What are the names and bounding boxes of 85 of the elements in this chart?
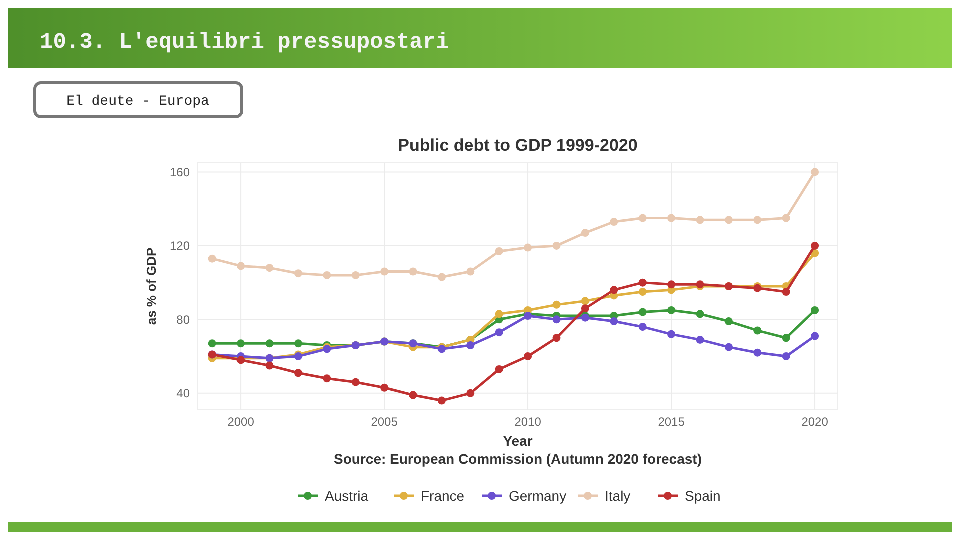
legend-label: Germany bbox=[509, 488, 567, 504]
point bbox=[380, 268, 389, 276]
x-tick-label: 2010 bbox=[514, 415, 542, 429]
point bbox=[438, 396, 446, 405]
source-note: Source: European Commission (Autumn 2020 forecast) bbox=[334, 451, 702, 467]
point bbox=[237, 340, 246, 348]
point bbox=[668, 280, 676, 289]
x-tick-label: 2015 bbox=[658, 415, 686, 429]
point bbox=[581, 304, 590, 313]
point bbox=[524, 352, 532, 361]
point bbox=[294, 270, 302, 278]
point bbox=[581, 229, 590, 238]
point bbox=[266, 362, 274, 370]
text: 10.3. L'equilibri pressupostari bbox=[40, 30, 450, 55]
point bbox=[552, 300, 561, 309]
point bbox=[552, 316, 561, 324]
point bbox=[754, 326, 762, 335]
point bbox=[782, 288, 790, 296]
x-axis-title: Year bbox=[503, 433, 534, 449]
point bbox=[638, 278, 647, 287]
point bbox=[294, 340, 302, 348]
point bbox=[668, 306, 676, 314]
point bbox=[466, 268, 475, 276]
legend-label: Austria bbox=[325, 488, 369, 504]
legend-label: France bbox=[421, 488, 465, 504]
point bbox=[668, 214, 676, 222]
y-tick-label: 160 bbox=[170, 165, 190, 180]
point bbox=[638, 323, 647, 332]
y-axis-title: as % of GDP bbox=[144, 248, 159, 326]
point bbox=[668, 330, 676, 338]
point bbox=[638, 214, 647, 222]
chart-title: Public debt to GDP 1999-2020 bbox=[398, 136, 638, 155]
point bbox=[266, 340, 274, 348]
legend-label: Italy bbox=[605, 488, 631, 504]
point bbox=[724, 318, 733, 326]
point bbox=[581, 297, 590, 306]
point bbox=[782, 214, 790, 222]
point bbox=[811, 242, 820, 250]
point bbox=[610, 218, 618, 226]
y-tick-label: 80 bbox=[176, 312, 190, 327]
point bbox=[610, 286, 618, 294]
point bbox=[323, 374, 332, 383]
point bbox=[724, 343, 733, 352]
point bbox=[266, 264, 274, 272]
point bbox=[294, 369, 302, 378]
point bbox=[696, 310, 704, 318]
point bbox=[696, 336, 704, 344]
point bbox=[552, 334, 561, 342]
point bbox=[811, 332, 820, 340]
point bbox=[638, 308, 647, 316]
y-tick-label: 120 bbox=[170, 239, 190, 254]
point bbox=[638, 288, 647, 296]
point bbox=[323, 271, 332, 280]
point bbox=[782, 352, 790, 361]
point bbox=[466, 341, 475, 350]
point bbox=[237, 262, 246, 270]
point bbox=[495, 310, 504, 318]
x-tick-label: 2005 bbox=[371, 415, 398, 429]
legend-label: Spain bbox=[685, 488, 721, 504]
point bbox=[409, 391, 418, 400]
point bbox=[208, 254, 216, 263]
x-tick-label: 2020 bbox=[802, 415, 829, 429]
text: El deute - Europa bbox=[66, 94, 210, 110]
point bbox=[352, 378, 360, 386]
point bbox=[438, 273, 446, 282]
point bbox=[610, 318, 618, 326]
point bbox=[352, 271, 360, 280]
point bbox=[724, 216, 733, 224]
point bbox=[380, 384, 389, 392]
point bbox=[495, 365, 504, 374]
point bbox=[524, 244, 532, 252]
point bbox=[552, 242, 561, 250]
point bbox=[466, 389, 475, 398]
point bbox=[409, 268, 418, 276]
point bbox=[495, 247, 504, 256]
point bbox=[495, 328, 504, 337]
point bbox=[782, 334, 790, 342]
point bbox=[696, 216, 704, 224]
point bbox=[811, 168, 820, 176]
point bbox=[208, 340, 216, 348]
point bbox=[811, 306, 820, 314]
point bbox=[754, 216, 762, 224]
x-tick-label: 2000 bbox=[228, 415, 255, 429]
point bbox=[754, 348, 762, 357]
y-tick-label: 40 bbox=[176, 386, 190, 401]
